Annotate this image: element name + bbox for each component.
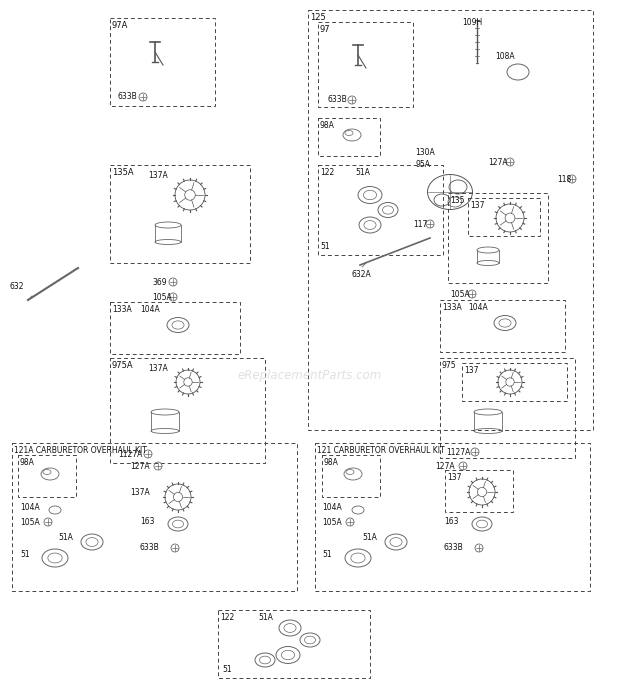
- Text: 51A: 51A: [362, 533, 377, 542]
- Text: 133A: 133A: [112, 305, 131, 314]
- Text: 135A: 135A: [112, 168, 134, 177]
- Text: 104A: 104A: [322, 503, 342, 512]
- Text: 105A: 105A: [450, 290, 470, 299]
- Text: 137: 137: [447, 473, 461, 482]
- Text: 95A: 95A: [415, 160, 430, 169]
- Text: 633B: 633B: [118, 92, 138, 101]
- Text: 98A: 98A: [324, 458, 339, 467]
- Text: 633B: 633B: [140, 543, 160, 552]
- Text: 1127A: 1127A: [118, 450, 143, 459]
- Text: 104A: 104A: [20, 503, 40, 512]
- Text: 125: 125: [310, 13, 326, 22]
- Text: 127A: 127A: [488, 158, 508, 167]
- Text: 632: 632: [10, 282, 25, 291]
- Text: 137A: 137A: [148, 171, 168, 180]
- Text: 127A: 127A: [130, 462, 149, 471]
- Text: 51A: 51A: [58, 533, 73, 542]
- Text: 137: 137: [464, 366, 479, 375]
- Text: 105A: 105A: [20, 518, 40, 527]
- Text: 51: 51: [320, 242, 330, 251]
- Text: 104A: 104A: [468, 303, 488, 312]
- Text: 137: 137: [470, 201, 484, 210]
- Text: 105A: 105A: [322, 518, 342, 527]
- Text: 975A: 975A: [112, 361, 134, 370]
- Text: 97A: 97A: [112, 21, 128, 30]
- Text: 121A CARBURETOR OVERHAUL KIT: 121A CARBURETOR OVERHAUL KIT: [14, 446, 147, 455]
- Text: 122: 122: [220, 613, 234, 622]
- Text: 108A: 108A: [495, 52, 515, 61]
- Text: 98A: 98A: [320, 121, 335, 130]
- Text: 975: 975: [442, 361, 456, 370]
- Text: 137A: 137A: [148, 364, 168, 373]
- Text: 51A: 51A: [258, 613, 273, 622]
- Text: 137A: 137A: [130, 488, 150, 497]
- Text: 121 CARBURETOR OVERHAUL KIT: 121 CARBURETOR OVERHAUL KIT: [317, 446, 445, 455]
- Text: 105A: 105A: [152, 293, 172, 302]
- Text: 127A: 127A: [435, 462, 454, 471]
- Text: eReplacementParts.com: eReplacementParts.com: [238, 369, 382, 382]
- Text: 51A: 51A: [355, 168, 370, 177]
- Text: 369: 369: [152, 278, 167, 287]
- Text: 117: 117: [413, 220, 427, 229]
- Text: 51: 51: [322, 550, 332, 559]
- Text: 98A: 98A: [20, 458, 35, 467]
- Text: 1127A: 1127A: [446, 448, 471, 457]
- Text: 122: 122: [320, 168, 334, 177]
- Text: 135: 135: [450, 196, 464, 205]
- Text: 109H: 109H: [462, 18, 482, 27]
- Text: 51: 51: [20, 550, 30, 559]
- Text: 633B: 633B: [328, 95, 348, 104]
- Text: 163: 163: [444, 517, 459, 526]
- Text: 118: 118: [557, 175, 571, 184]
- Text: 97: 97: [320, 25, 330, 34]
- Text: 130A: 130A: [415, 148, 435, 157]
- Text: 51: 51: [222, 665, 232, 674]
- Text: 633B: 633B: [444, 543, 464, 552]
- Text: 632A: 632A: [352, 270, 372, 279]
- Text: 104A: 104A: [140, 305, 160, 314]
- Text: 133A: 133A: [442, 303, 462, 312]
- Text: 163: 163: [140, 517, 154, 526]
